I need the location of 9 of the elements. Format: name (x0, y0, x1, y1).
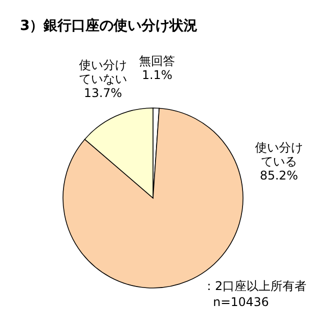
text: n=10436 (213, 295, 269, 309)
slice-label: 無回答 (139, 54, 176, 68)
data-label: 85.2% (260, 168, 298, 183)
slice-label: 使い分けている (254, 140, 303, 169)
data-label: 13.7% (84, 86, 122, 100)
slice-label: 使い分けていない (78, 58, 127, 86)
chart-title: 3）銀行口座の使い分け状況 (20, 17, 198, 34)
data-label: 1.1% (142, 68, 172, 82)
text: ：2口座以上所有者 (203, 279, 307, 293)
